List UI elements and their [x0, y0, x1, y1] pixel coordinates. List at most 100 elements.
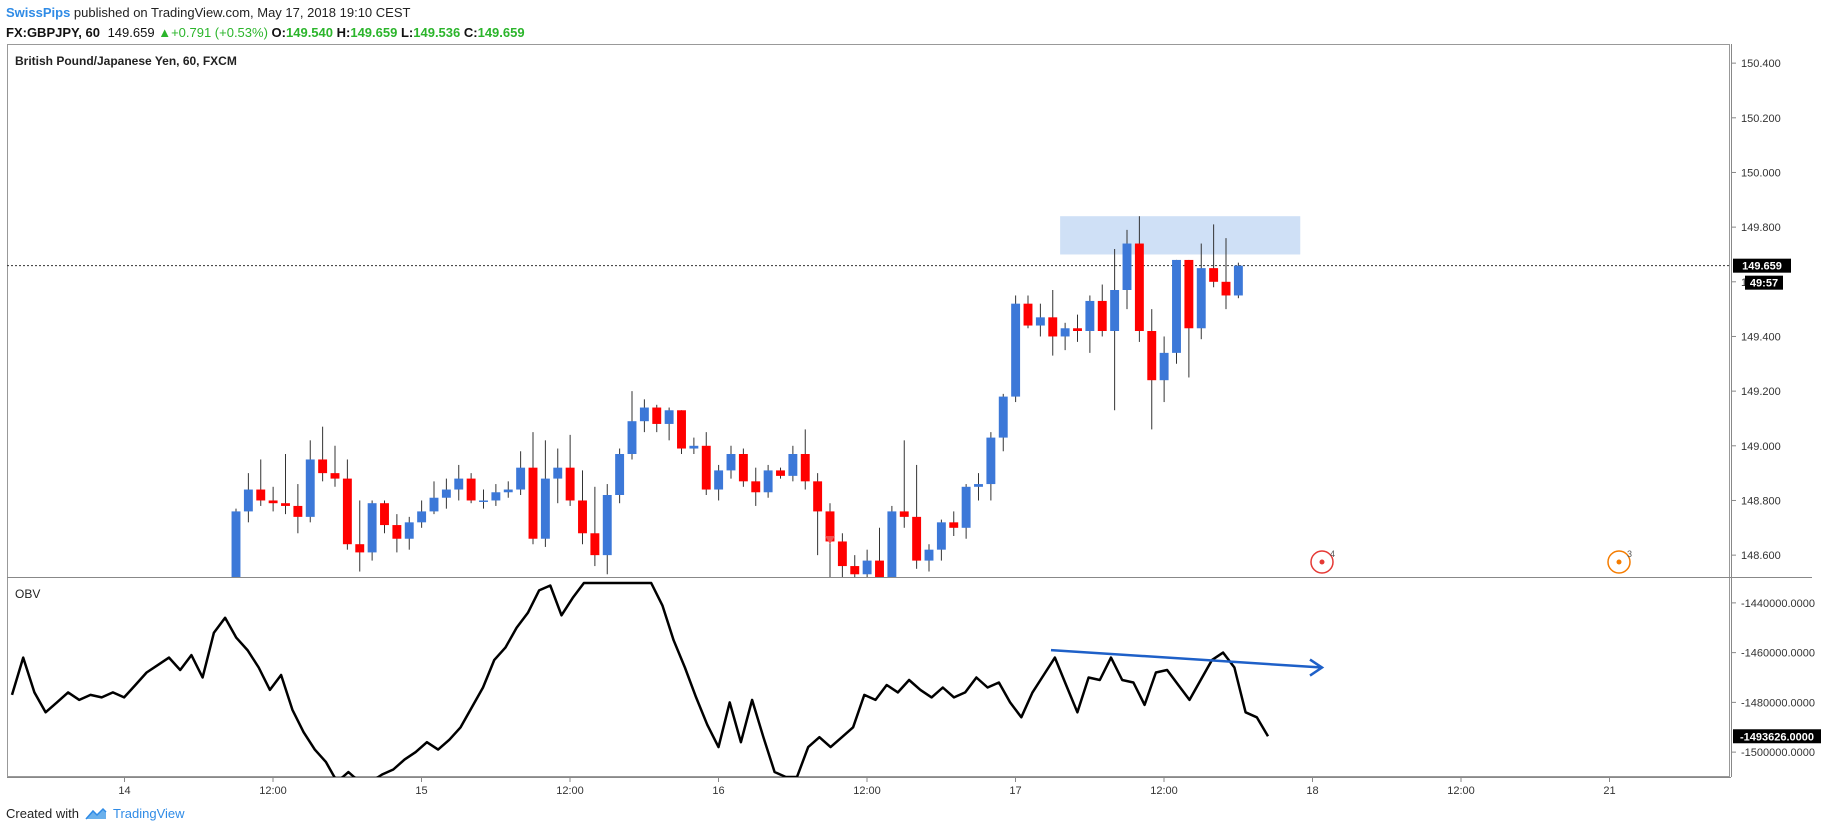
- time-tick-label: 16: [712, 785, 724, 797]
- low-label: L:: [400, 25, 414, 40]
- ohlc-line: FX:GBPJPY, 60 149.659 ▲+0.791 (+0.53%) O…: [6, 23, 525, 43]
- candle-body: [751, 481, 761, 493]
- publish-line: SwissPips published on TradingView.com, …: [6, 3, 525, 23]
- countdown-tag-text: 49:57: [1750, 278, 1778, 290]
- candle-body: [1085, 300, 1095, 331]
- down-marker-icon: [825, 536, 835, 544]
- author-link[interactable]: SwissPips: [6, 5, 71, 20]
- candle-body: [342, 478, 352, 545]
- chart-header: SwissPips published on TradingView.com, …: [6, 3, 525, 43]
- candle-body: [850, 566, 860, 575]
- price-tick-label: 150.400: [1741, 58, 1781, 70]
- candle-body: [553, 467, 563, 479]
- candle-body: [503, 489, 513, 493]
- obv-tick-label: -1500000.0000: [1741, 747, 1815, 759]
- candle-body: [875, 560, 884, 577]
- candle-body: [231, 511, 241, 577]
- candle-body: [1023, 303, 1033, 326]
- event-dot: [1319, 559, 1325, 565]
- time-tick-label: 12:00: [259, 785, 287, 797]
- time-tick-label: 15: [415, 785, 427, 797]
- candle-body: [1221, 281, 1231, 296]
- price-tick-label: 148.600: [1741, 550, 1781, 562]
- obv-axis: -1440000.0000 -1460000.0000 -1480000.0000 -…: [1731, 598, 1815, 759]
- tradingview-logo-icon: [85, 807, 107, 819]
- time-tick-label: 12:00: [1447, 785, 1475, 797]
- candle-body: [268, 500, 278, 504]
- candle-body: [837, 541, 847, 567]
- time-tick-label: 14: [118, 785, 130, 797]
- candle-body: [578, 500, 587, 534]
- candle-body: [689, 445, 699, 449]
- candle-body: [986, 437, 996, 485]
- candle-body: [899, 511, 909, 517]
- candle-body: [602, 495, 612, 556]
- candle-body: [961, 486, 971, 528]
- obv-tag-text: -1493626.0000: [1740, 731, 1814, 743]
- event-badge-count: 3: [1627, 549, 1632, 559]
- time-tick-label: 17: [1009, 785, 1021, 797]
- price-tick-label: 149.800: [1741, 222, 1781, 234]
- candle-body: [590, 533, 600, 556]
- candle-body: [1196, 268, 1206, 329]
- open-label: O:: [271, 25, 286, 40]
- up-triangle-icon: ▲: [158, 25, 172, 40]
- indicator-label: OBV: [15, 587, 40, 601]
- price-tick-label: 149.200: [1741, 386, 1781, 398]
- tradingview-link[interactable]: TradingView: [112, 806, 185, 821]
- arrow-head-icon: [1309, 658, 1325, 677]
- time-axis: 14 12:00 15 12:00 16 12:00 17 12:00 18 12:00 21: [118, 777, 1616, 797]
- candle-body: [627, 421, 637, 454]
- candle-body: [305, 459, 315, 517]
- open-value: 149.540: [286, 25, 333, 40]
- candle-body: [615, 454, 625, 495]
- chart-canvas[interactable]: British Pound/Japanese Yen, 60, FXCM OBV…: [0, 0, 1824, 800]
- candle-body: [887, 511, 897, 577]
- candle-body: [1172, 259, 1181, 353]
- resistance-zone: [1060, 216, 1301, 255]
- candle-body: [949, 522, 959, 528]
- price-tick-label: 149.000: [1741, 441, 1781, 453]
- candle-body: [417, 511, 427, 523]
- chart-frame: [7, 44, 1730, 777]
- change-value: +0.791 (+0.53%): [171, 25, 268, 40]
- candle-body: [1184, 259, 1194, 329]
- candle-body: [652, 407, 662, 424]
- candle-body: [825, 511, 835, 542]
- trend-arrow: [1050, 648, 1323, 669]
- candle-body: [1147, 331, 1157, 381]
- candle-body: [1134, 243, 1144, 331]
- candle-body: [1122, 243, 1132, 290]
- candle-body: [367, 503, 377, 553]
- candle-body: [441, 489, 451, 498]
- candle-body: [1073, 328, 1082, 331]
- obv-tick-label: -1480000.0000: [1741, 697, 1815, 709]
- price-tick-label: 150.000: [1741, 167, 1781, 179]
- candle-body: [862, 560, 872, 575]
- candle-body: [726, 454, 736, 471]
- obv-line: [10, 581, 1270, 777]
- candle-body: [639, 407, 649, 422]
- candle-body: [1097, 300, 1107, 331]
- candle-body: [256, 489, 266, 501]
- symbol-label[interactable]: FX:GBPJPY, 60: [6, 25, 100, 40]
- footer: Created with TradingView: [6, 806, 185, 821]
- candle-body: [355, 544, 365, 553]
- time-tick-label: 12:00: [1150, 785, 1178, 797]
- high-label: H:: [336, 25, 351, 40]
- price-tag: [1733, 258, 1791, 273]
- candle-body: [701, 445, 711, 490]
- obv-tag: [1733, 729, 1821, 744]
- candle-body: [491, 492, 501, 501]
- candle-body: [813, 481, 823, 512]
- created-with-label: Created with: [6, 806, 79, 821]
- candle-body: [998, 396, 1008, 438]
- candle-body: [528, 467, 538, 539]
- low-value: 149.536: [413, 25, 461, 40]
- candle-body: [1233, 265, 1243, 296]
- candle-body: [516, 467, 526, 490]
- candle-body: [800, 454, 810, 482]
- candle-body: [380, 503, 389, 526]
- price-tick-label: 149.400: [1741, 331, 1781, 343]
- candle-body: [714, 470, 724, 490]
